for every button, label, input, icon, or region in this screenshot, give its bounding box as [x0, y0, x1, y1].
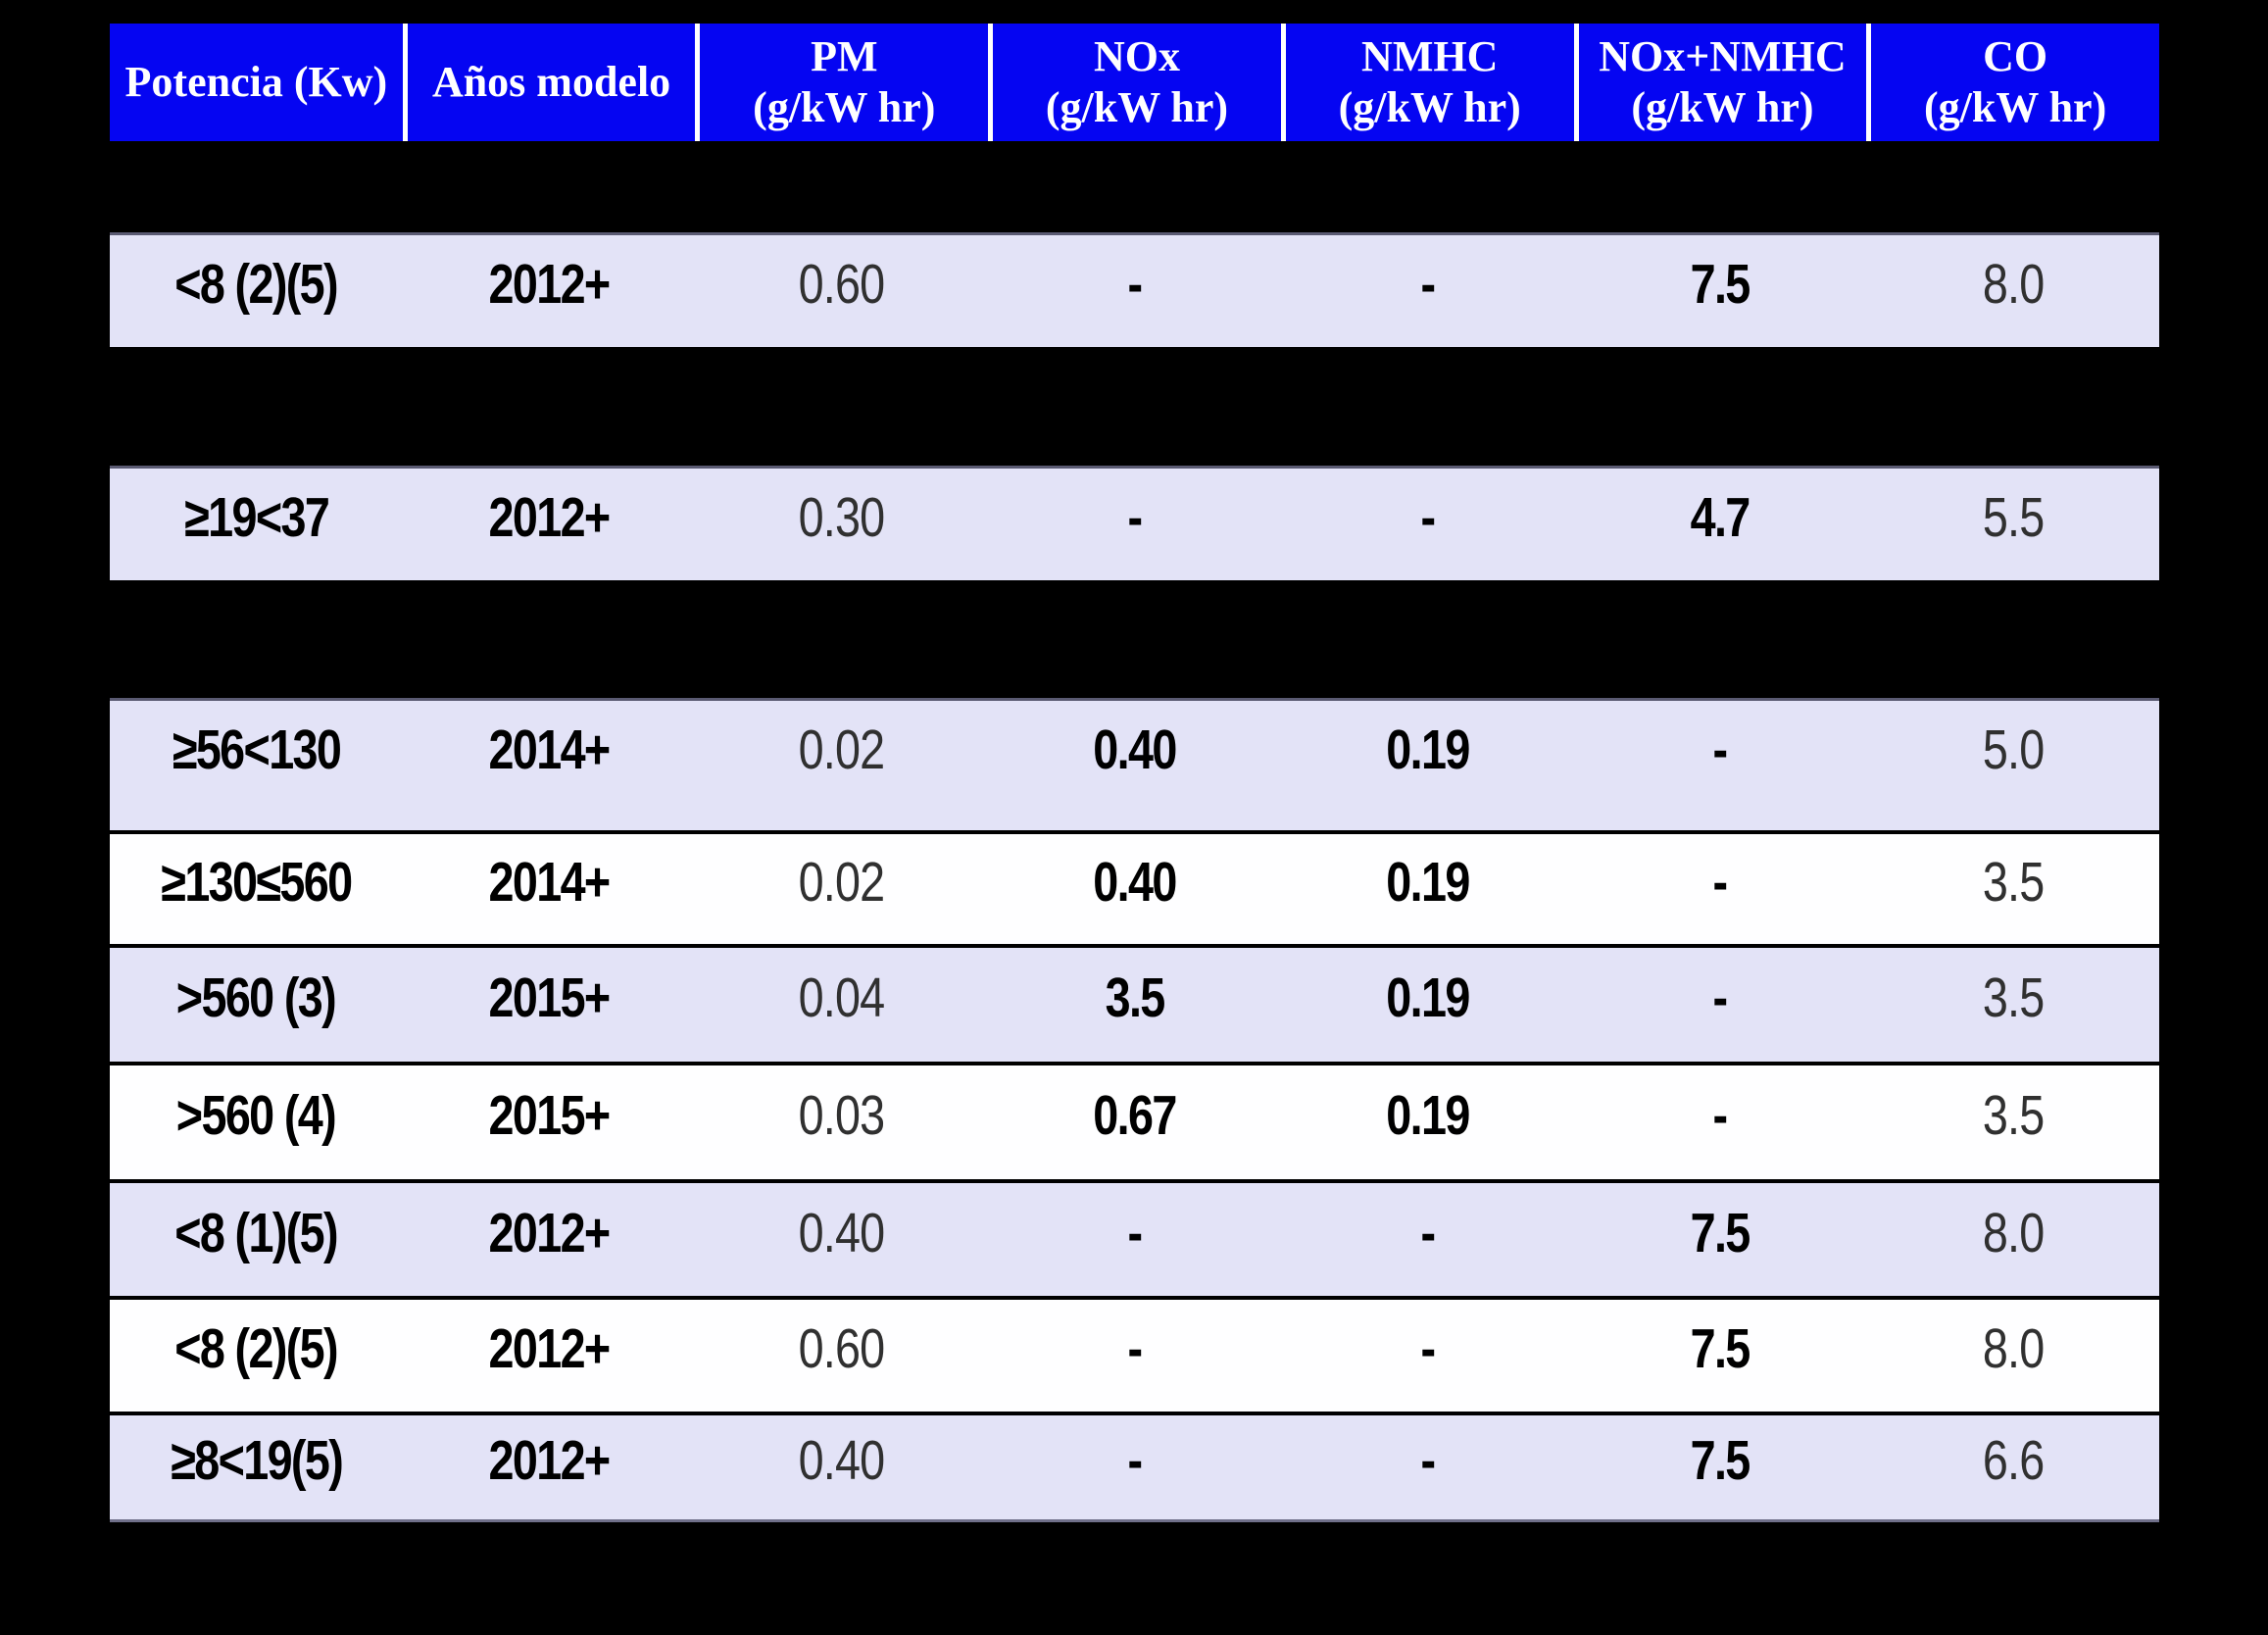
column-header-label: Años modelo [431, 58, 671, 107]
cell-nox: - [1127, 1317, 1144, 1380]
column-header-label: Potencia (Kw) [124, 58, 388, 107]
column-header-unit: (g/kW hr) [1338, 83, 1521, 131]
cell-anos-modelo: 2015+ [488, 1084, 612, 1147]
cell-nmhc: 0.19 [1385, 851, 1470, 914]
cell-co: 8.0 [1982, 253, 2044, 316]
column-header-unit: (g/kW hr) [1631, 83, 1814, 131]
column-header-unit: (g/kW hr) [1045, 83, 1229, 131]
cell-nox-nmhc: - [1712, 718, 1729, 781]
cell-potencia: <8 (1)(5) [174, 1201, 338, 1264]
cell-pm: 0.02 [798, 718, 886, 781]
table-row: <8 (1)(5) 2012+ 0.40 - - 7.5 8.0 [110, 1179, 2159, 1296]
cell-co: 6.6 [1982, 1429, 2044, 1492]
table-row: >560 (4) 2015+ 0.03 0.67 0.19 - 3.5 [110, 1062, 2159, 1179]
table-header-row: Potencia (Kw) Años modelo PM (g/kW hr) N… [110, 24, 2159, 141]
cell-pm: 0.04 [798, 966, 886, 1029]
cell-potencia: >560 (4) [176, 1084, 337, 1147]
cell-co: 3.5 [1982, 966, 2044, 1029]
column-header-label: NOx+NMHC [1599, 32, 1847, 81]
column-header-nox-nmhc: NOx+NMHC (g/kW hr) [1573, 24, 1867, 141]
column-header-unit: (g/kW hr) [1924, 83, 2107, 131]
cell-anos-modelo: 2012+ [488, 253, 612, 316]
cell-nox: - [1127, 1201, 1144, 1264]
table-row: <8 (2)(5) 2012+ 0.60 - - 7.5 8.0 [110, 1296, 2159, 1412]
cell-pm: 0.30 [798, 486, 886, 549]
column-header-label: NOx [1093, 32, 1180, 81]
table-row: ≥19<37 2012+ 0.30 - - 4.7 5.5 [110, 466, 2159, 580]
cell-potencia: ≥19<37 [183, 486, 330, 549]
cell-pm: 0.02 [798, 851, 886, 914]
column-header-anos-modelo: Años modelo [402, 24, 696, 141]
cell-co: 3.5 [1982, 1084, 2044, 1147]
column-header-unit: (g/kW hr) [753, 83, 936, 131]
cell-nox-nmhc: 7.5 [1690, 1317, 1751, 1380]
cell-nox: 0.40 [1093, 718, 1177, 781]
cell-potencia: ≥130≤560 [161, 851, 353, 914]
cell-anos-modelo: 2015+ [488, 966, 612, 1029]
cell-anos-modelo: 2012+ [488, 486, 612, 549]
cell-pm: 0.60 [798, 1317, 886, 1380]
cell-nox-nmhc: - [1712, 966, 1729, 1029]
cell-nox-nmhc: 4.7 [1690, 486, 1751, 549]
table-row: >560 (3) 2015+ 0.04 3.5 0.19 - 3.5 [110, 944, 2159, 1062]
cell-potencia: ≥8<19(5) [170, 1429, 344, 1492]
cell-anos-modelo: 2012+ [488, 1429, 612, 1492]
cell-nox: - [1127, 486, 1144, 549]
column-header-label: NMHC [1361, 32, 1499, 81]
cell-pm: 0.40 [798, 1201, 886, 1264]
cell-co: 8.0 [1982, 1201, 2044, 1264]
table-row: ≥8<19(5) 2012+ 0.40 - - 7.5 6.6 [110, 1412, 2159, 1522]
cell-anos-modelo: 2012+ [488, 1201, 612, 1264]
cell-nox-nmhc: 7.5 [1690, 1429, 1751, 1492]
cell-pm: 0.40 [798, 1429, 886, 1492]
cell-nox-nmhc: 7.5 [1690, 1201, 1751, 1264]
cell-co: 3.5 [1982, 851, 2044, 914]
cell-nmhc: - [1420, 1429, 1436, 1492]
cell-nmhc: 0.19 [1385, 1084, 1470, 1147]
cell-pm: 0.60 [798, 253, 886, 316]
column-header-label: CO [1983, 32, 2048, 81]
cell-anos-modelo: 2014+ [488, 718, 612, 781]
cell-co: 5.0 [1982, 718, 2044, 781]
cell-co: 5.5 [1982, 486, 2044, 549]
cell-nox-nmhc: - [1712, 851, 1729, 914]
cell-nox: 0.67 [1093, 1084, 1177, 1147]
emissions-limits-table: Potencia (Kw) Años modelo PM (g/kW hr) N… [110, 24, 2159, 1522]
cell-potencia: <8 (2)(5) [174, 1317, 338, 1380]
cell-nmhc: - [1420, 1201, 1436, 1264]
cell-nmhc: 0.19 [1385, 966, 1470, 1029]
column-header-nmhc: NMHC (g/kW hr) [1280, 24, 1574, 141]
cell-pm: 0.03 [798, 1084, 886, 1147]
cell-potencia: <8 (2)(5) [174, 253, 338, 316]
black-section-gap [110, 580, 2159, 698]
cell-nox: 3.5 [1105, 966, 1165, 1029]
cell-anos-modelo: 2012+ [488, 1317, 612, 1380]
table-row: ≥130≤560 2014+ 0.02 0.40 0.19 - 3.5 [110, 830, 2159, 944]
cell-co: 8.0 [1982, 1317, 2044, 1380]
table-row: ≥56<130 2014+ 0.02 0.40 0.19 - 5.0 [110, 698, 2159, 830]
cell-nox: - [1127, 1429, 1144, 1492]
table-row: <8 (2)(5) 2012+ 0.60 - - 7.5 8.0 [110, 232, 2159, 347]
column-header-pm: PM (g/kW hr) [695, 24, 988, 141]
cell-nox: 0.40 [1093, 851, 1177, 914]
cell-nmhc: - [1420, 253, 1436, 316]
cell-potencia: ≥56<130 [172, 718, 342, 781]
black-section-gap [110, 347, 2159, 466]
column-header-label: PM [811, 32, 878, 81]
black-section-gap [110, 141, 2159, 232]
column-header-potencia: Potencia (Kw) [110, 24, 403, 141]
cell-nox-nmhc: - [1712, 1084, 1729, 1147]
cell-anos-modelo: 2014+ [488, 851, 612, 914]
column-header-nox: NOx (g/kW hr) [988, 24, 1281, 141]
cell-nox: - [1127, 253, 1144, 316]
cell-nox-nmhc: 7.5 [1690, 253, 1751, 316]
column-header-co: CO (g/kW hr) [1866, 24, 2159, 141]
cell-potencia: >560 (3) [176, 966, 337, 1029]
cell-nmhc: - [1420, 1317, 1436, 1380]
cell-nmhc: - [1420, 486, 1436, 549]
cell-nmhc: 0.19 [1385, 718, 1470, 781]
